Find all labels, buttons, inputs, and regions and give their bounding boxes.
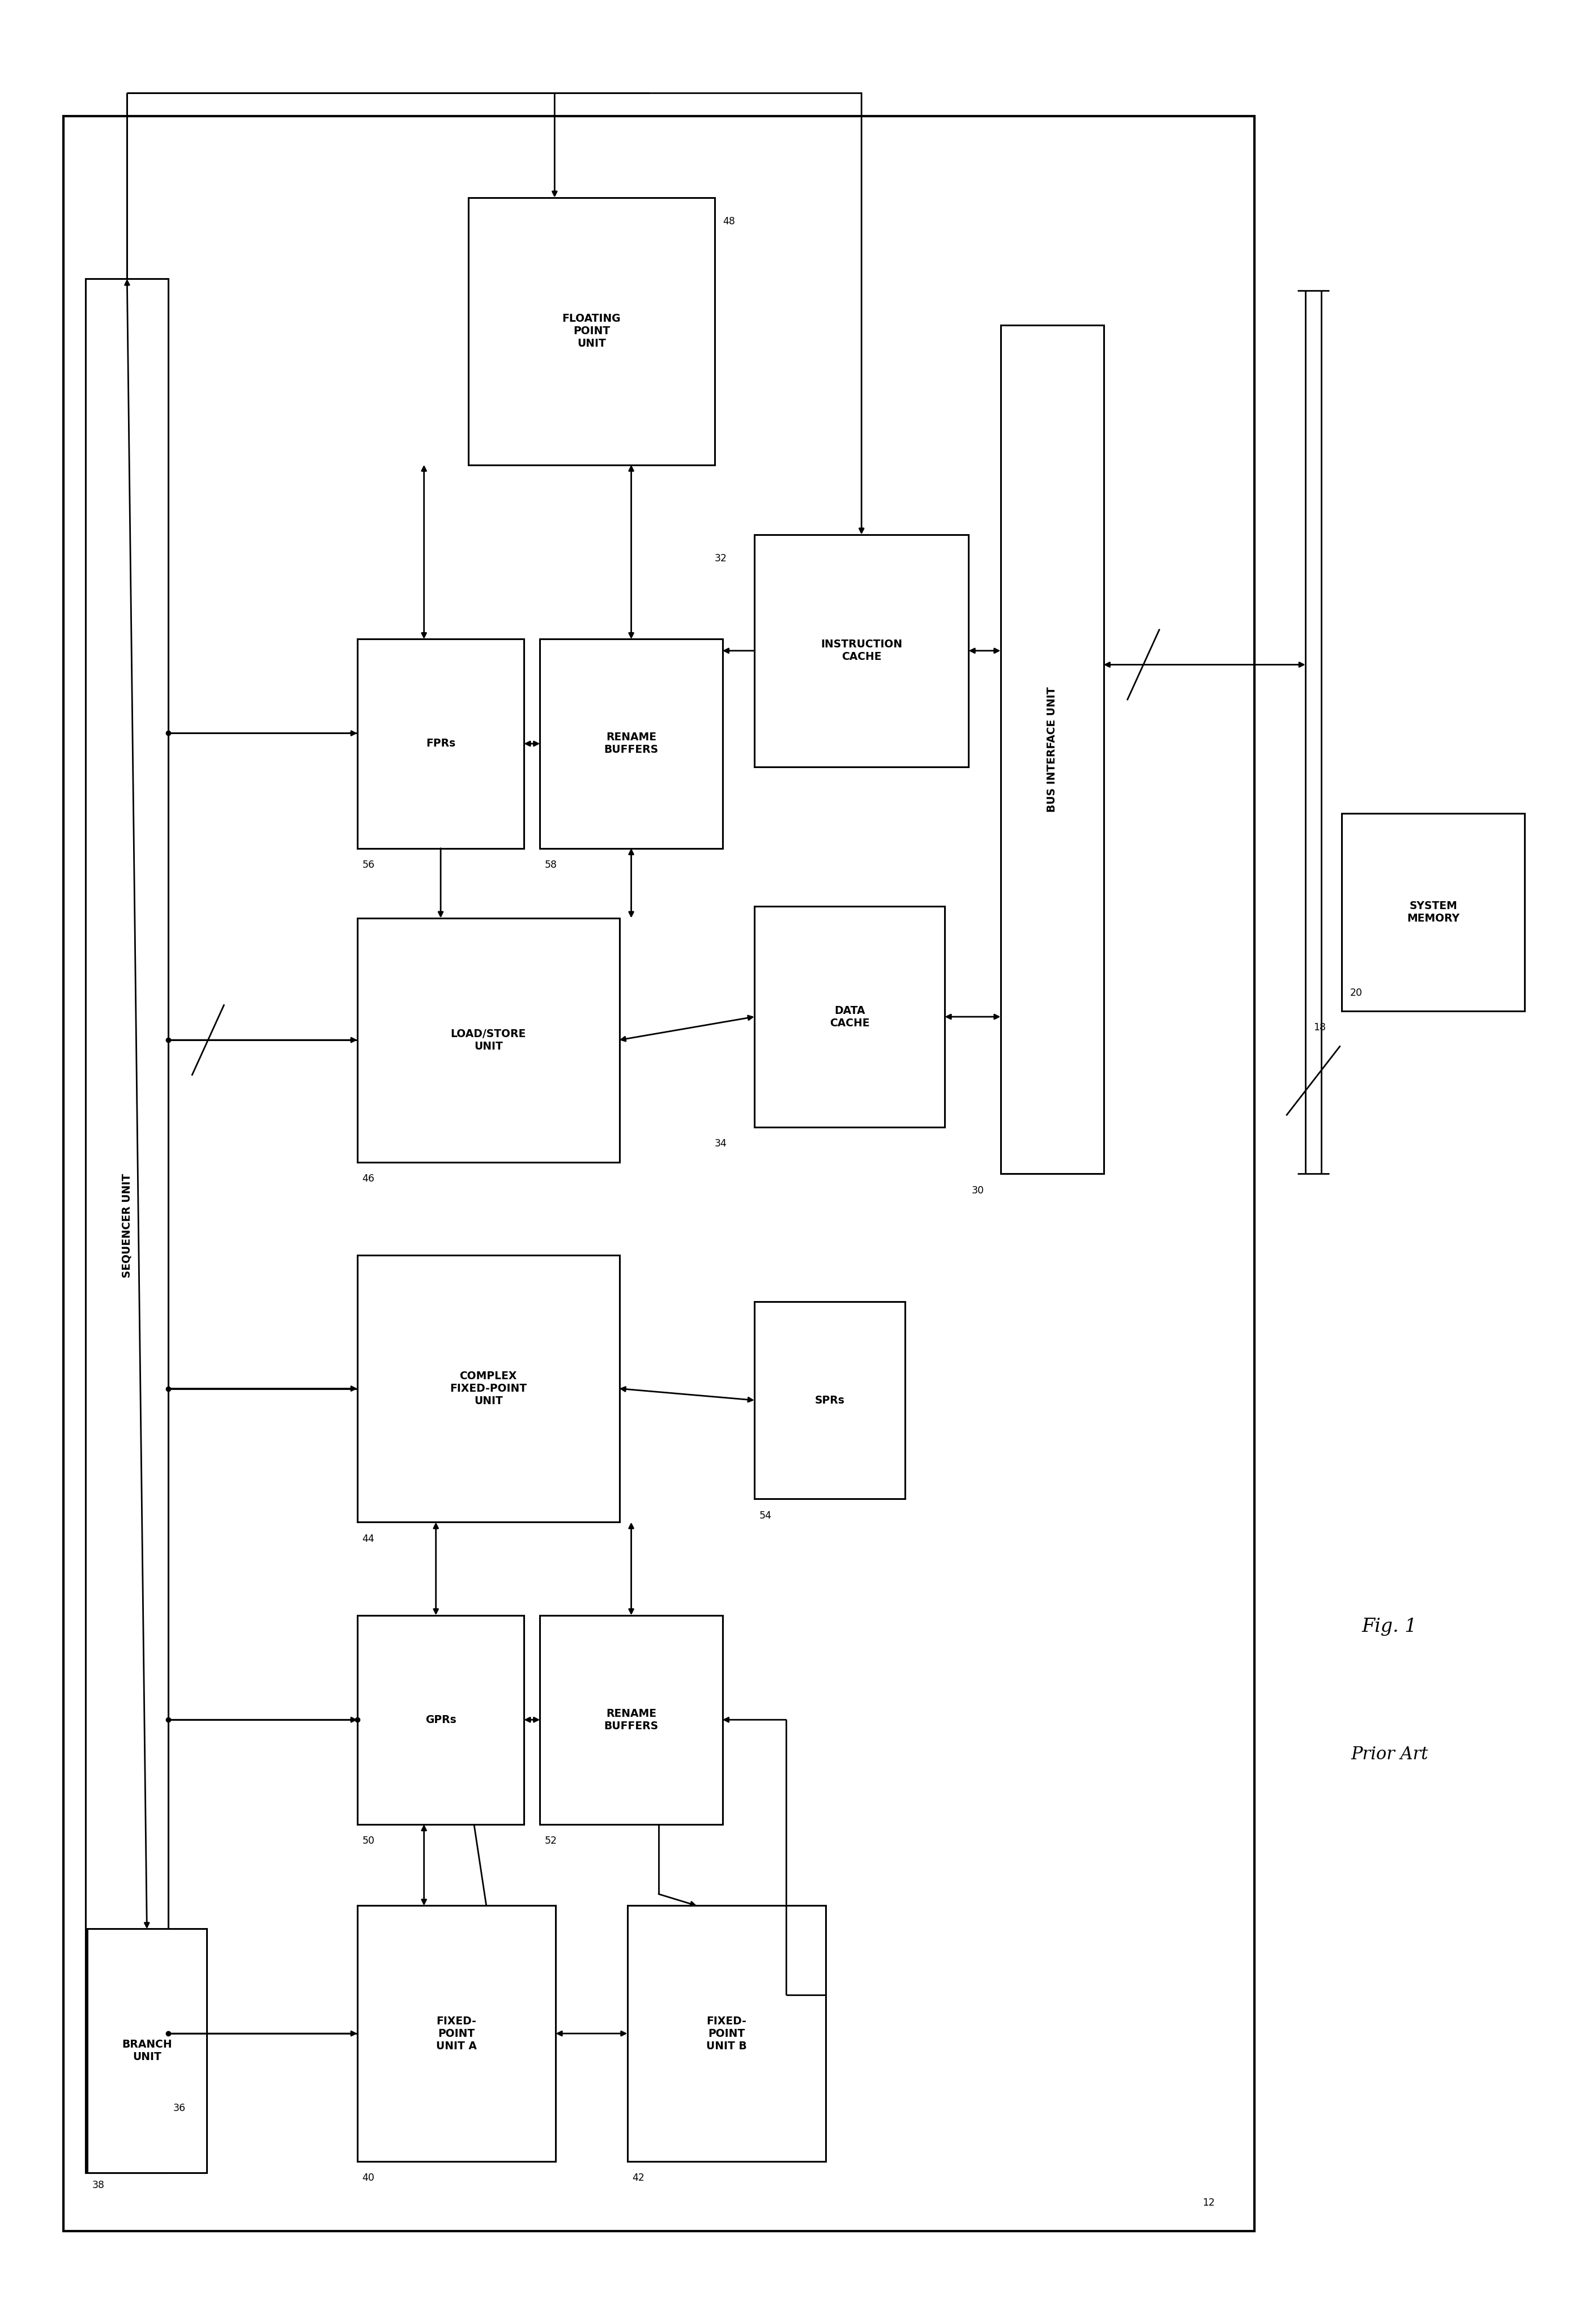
Text: FPRs: FPRs [426,739,456,748]
Bar [357,639,524,848]
Bar [357,1906,556,2161]
Bar [87,1929,206,2173]
Text: 32: 32 [715,553,727,562]
Bar [357,1255,619,1522]
Text: SYSTEM
MEMORY: SYSTEM MEMORY [1407,902,1459,923]
Text: 20: 20 [1350,988,1363,997]
Text: 52: 52 [545,1836,557,1845]
Bar [357,1615,524,1824]
Text: BUS INTERFACE UNIT: BUS INTERFACE UNIT [1046,686,1058,813]
Text: INSTRUCTION
CACHE: INSTRUCTION CACHE [821,639,902,662]
Text: RENAME
BUFFERS: RENAME BUFFERS [603,1708,659,1731]
Text: FIXED-
POINT
UNIT B: FIXED- POINT UNIT B [707,2015,746,2052]
Text: LOAD/STORE
UNIT: LOAD/STORE UNIT [451,1030,526,1050]
Text: 46: 46 [362,1174,375,1183]
Text: 58: 58 [545,860,557,869]
Text: Fig. 1: Fig. 1 [1363,1618,1416,1636]
Text: Prior Art: Prior Art [1351,1745,1428,1764]
Text: 36: 36 [173,2103,186,2113]
Text: 18: 18 [1313,1023,1326,1032]
Bar [64,116,1255,2231]
Bar [468,198,715,465]
Text: DATA
CACHE: DATA CACHE [829,1006,870,1027]
Bar [754,906,945,1127]
Text: FLOATING
POINT
UNIT: FLOATING POINT UNIT [562,314,621,349]
Bar [627,1906,826,2161]
Bar [86,279,168,2173]
Text: 44: 44 [362,1534,375,1543]
Text: 38: 38 [92,2180,105,2189]
Bar [357,918,619,1162]
Text: 50: 50 [362,1836,375,1845]
Text: COMPLEX
FIXED-POINT
UNIT: COMPLEX FIXED-POINT UNIT [449,1371,527,1406]
Bar [754,1301,905,1499]
Text: SEQUENCER UNIT: SEQUENCER UNIT [122,1174,132,1278]
Text: 42: 42 [632,2173,645,2182]
Text: RENAME
BUFFERS: RENAME BUFFERS [603,732,659,755]
Bar [540,1615,723,1824]
Text: SPRs: SPRs [815,1394,845,1406]
Text: 34: 34 [715,1139,727,1148]
Bar [540,639,723,848]
Text: GPRs: GPRs [426,1715,456,1724]
Text: 30: 30 [972,1185,985,1195]
Text: 12: 12 [1202,2199,1215,2208]
Bar [754,535,969,767]
Text: 40: 40 [362,2173,375,2182]
Text: FIXED-
POINT
UNIT A: FIXED- POINT UNIT A [437,2015,476,2052]
Text: BRANCH
UNIT: BRANCH UNIT [122,2040,172,2061]
Text: 56: 56 [362,860,375,869]
Bar [1342,813,1524,1011]
Bar [1000,325,1104,1174]
Text: 54: 54 [759,1511,772,1520]
Text: 48: 48 [723,216,735,225]
